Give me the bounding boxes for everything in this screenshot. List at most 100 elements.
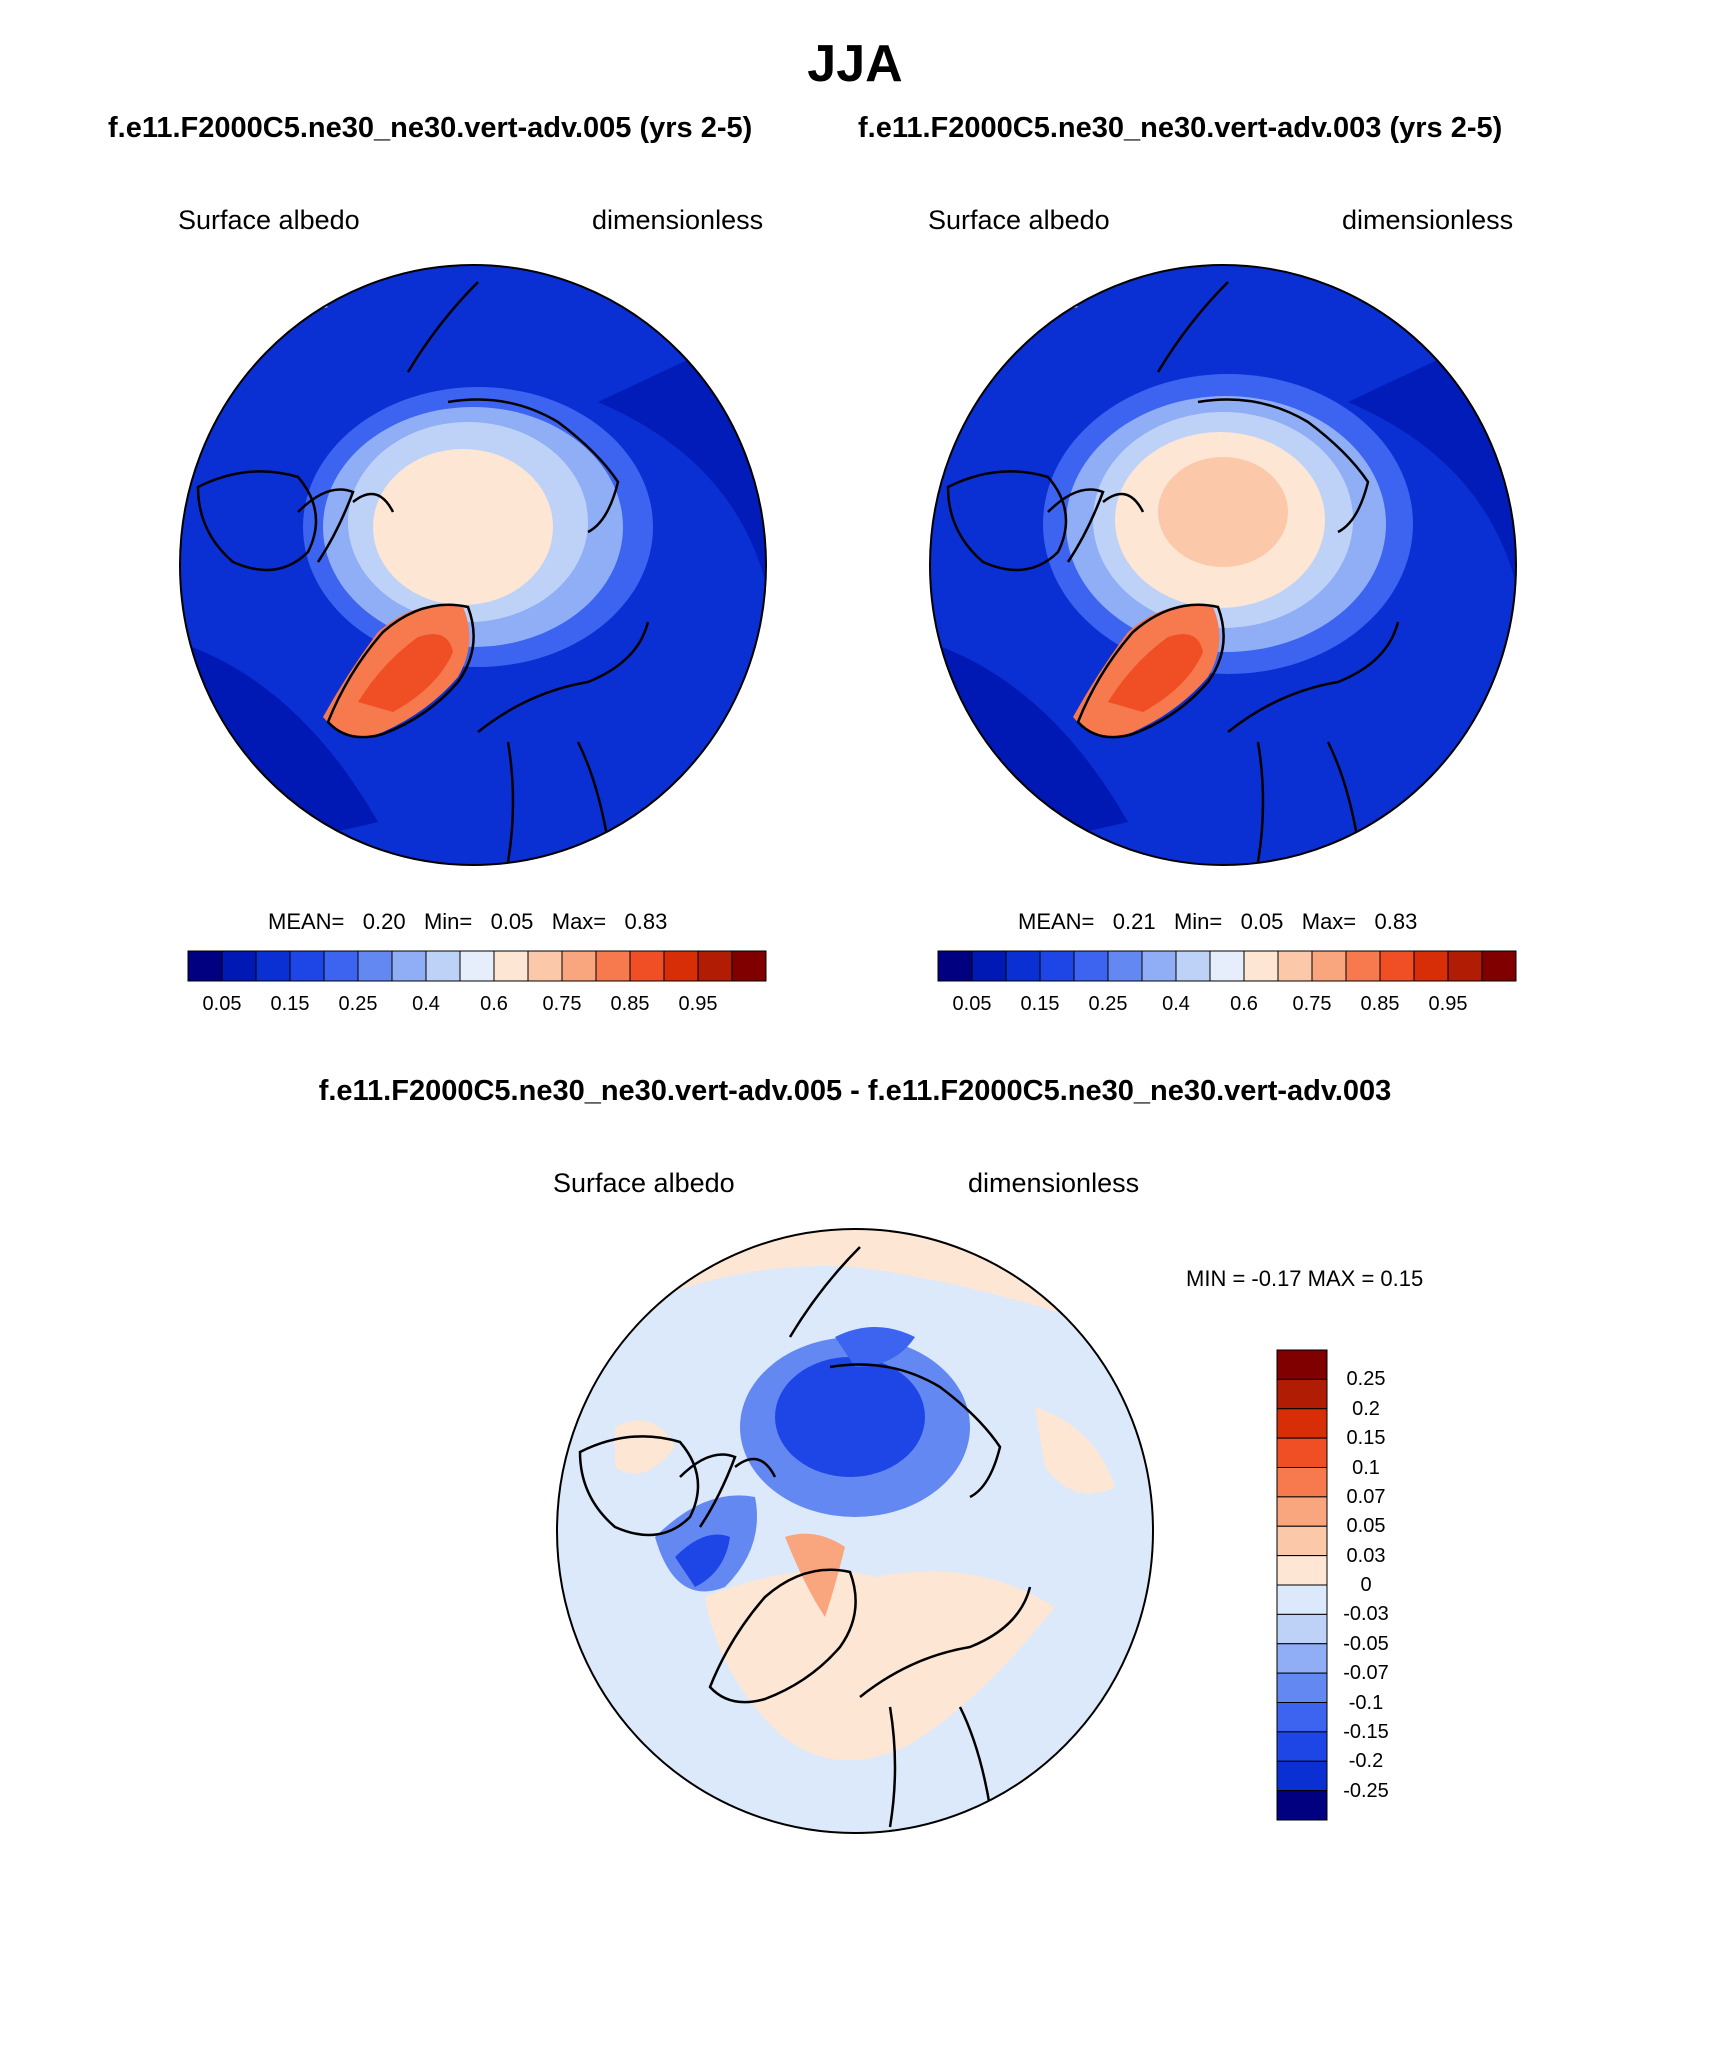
positive-anomaly-strong [785, 1533, 845, 1617]
colorbar-difference-tick-label: -0.07 [1343, 1662, 1389, 1685]
sea-ice-peak [1158, 457, 1288, 567]
coastline [708, 1568, 857, 1704]
positive-anomaly [1035, 1407, 1115, 1494]
colorbar-difference-tick-label: 0.2 [1352, 1397, 1380, 1420]
colorbar-difference-ticks: 0.25 0.2 0.15 0.1 0.07 0.05 0.03 0 -0.03 -0.05 -0.… [1336, 1349, 1416, 1821]
colorbar-difference-swatch [1276, 1349, 1328, 1380]
colorbar-difference-tick-label: -0.15 [1343, 1720, 1389, 1743]
colorbar-case-005-swatch [663, 950, 699, 982]
colorbar-difference-tick-label: -0.1 [1348, 1691, 1384, 1714]
polar-map-case-003 [929, 264, 1517, 866]
colorbar-case-005-swatch [425, 950, 461, 982]
panel2-variable-label: Surface albedo [928, 205, 1110, 235]
colorbar-case-005-swatch [357, 950, 393, 982]
colorbar-case-003-swatch [1209, 950, 1245, 982]
colorbar-case-005-ticks: 0.05 0.15 0.25 0.4 0.6 0.75 0.85 0.95 [187, 993, 767, 1019]
colorbar-difference-swatch [1276, 1702, 1328, 1733]
max-label: Max= [1301, 909, 1357, 934]
min-value: 0.05 [490, 909, 534, 934]
colorbar-difference-tick-label: 0.05 [1346, 1515, 1386, 1538]
colorbar-case-003-swatch [1379, 950, 1415, 982]
colorbar-case-005-tick-label: 0.15 [270, 993, 310, 1015]
colorbar-case-005-swatch [561, 950, 597, 982]
colorbar-case-003 [937, 950, 1517, 982]
colorbar-case-003-swatch [1345, 950, 1381, 982]
colorbar-difference-swatch [1276, 1643, 1328, 1674]
colorbar-difference-swatch [1276, 1760, 1328, 1792]
colorbar-difference-swatch [1276, 1672, 1328, 1703]
polar-map-difference [556, 1228, 1154, 1834]
coastline [1227, 621, 1400, 863]
colorbar-case-005-tick-label: 0.6 [480, 993, 508, 1015]
min-label: Min= [1173, 909, 1223, 934]
coastline [578, 1435, 700, 1537]
colorbar-case-003-tick-label: 0.6 [1230, 993, 1258, 1015]
panel3-variable-label: Surface albedo [553, 1168, 735, 1198]
colorbar-difference-tick-label: -0.03 [1343, 1603, 1389, 1626]
colorbar-difference-tick-label: 0.25 [1346, 1368, 1386, 1391]
colorbar-case-005-swatch [187, 950, 223, 982]
colorbar-case-005-swatch [731, 950, 767, 982]
colorbar-case-005-swatch [323, 950, 359, 982]
colorbar-case-005-tick-label: 0.05 [202, 993, 242, 1015]
colorbar-difference-swatch [1276, 1790, 1328, 1821]
map-boundary [929, 264, 1517, 866]
coastline [297, 488, 395, 563]
colorbar-case-003-swatch [1141, 950, 1177, 982]
panel3-min-max: MIN = -0.17 MAX = 0.15 [1186, 1266, 1424, 1291]
colorbar-case-003-tick-label: 0.95 [1428, 993, 1468, 1015]
negative-anomaly-strong [775, 1357, 925, 1477]
colorbar-case-005-tick-label: 0.25 [338, 993, 378, 1015]
colorbar-difference-tick-label: -0.2 [1348, 1750, 1384, 1773]
coastline [196, 470, 318, 572]
colorbar-difference-tick-label: 0.15 [1346, 1427, 1386, 1450]
colorbar-case-005-swatch [255, 950, 291, 982]
polar-map-case-005 [179, 264, 767, 866]
colorbar-case-003-tick-label: 0.15 [1020, 993, 1060, 1015]
colorbar-case-003-tick-label: 0.4 [1162, 993, 1190, 1015]
colorbar-difference-swatch [1276, 1437, 1328, 1468]
colorbar-case-005-tick-label: 0.85 [610, 993, 650, 1015]
panel1-variable-label: Surface albedo [178, 205, 360, 235]
colorbar-case-003-swatch [1107, 950, 1143, 982]
colorbar-case-003-swatch [1481, 950, 1517, 982]
colorbar-case-005-swatch [459, 950, 495, 982]
mean-value: 0.21 [1112, 909, 1156, 934]
min-label: Min= [423, 909, 473, 934]
negative-anomaly [835, 1327, 915, 1367]
subtitle-case-005: f.e11.F2000C5.ne30_ne30.vert-adv.005 (yr… [108, 112, 753, 144]
coastline [946, 470, 1068, 572]
coastline [1076, 603, 1225, 739]
panel1-stats: MEAN= 0.20 Min= 0.05 Max= 0.83 [268, 909, 667, 935]
colorbar-case-005-swatch [493, 950, 529, 982]
coastline [326, 603, 475, 739]
coastline [406, 281, 620, 534]
map-boundary [556, 1228, 1154, 1834]
colorbar-case-003-swatch [1005, 950, 1041, 982]
coastline [477, 621, 650, 863]
panel1-units-label: dimensionless [592, 205, 764, 235]
colorbar-difference-swatch [1276, 1378, 1328, 1410]
colorbar-case-005-swatch [527, 950, 563, 982]
colorbar-case-003-swatch [1277, 950, 1313, 982]
subtitle-case-003: f.e11.F2000C5.ne30_ne30.vert-adv.003 (yr… [858, 112, 1503, 144]
panel2-stats: MEAN= 0.21 Min= 0.05 Max= 0.83 [1018, 909, 1417, 935]
colorbar-difference [1276, 1349, 1328, 1821]
colorbar-case-003-swatch [1039, 950, 1075, 982]
max-value: 0.83 [624, 909, 668, 934]
colorbar-difference-swatch [1276, 1555, 1328, 1586]
min-value: 0.05 [1240, 909, 1284, 934]
colorbar-case-003-swatch [1175, 950, 1211, 982]
max-label: Max= [551, 909, 607, 934]
colorbar-difference-swatch [1276, 1525, 1328, 1557]
colorbar-case-003-swatch [1447, 950, 1483, 982]
colorbar-case-005-swatch [629, 950, 665, 982]
colorbar-difference-swatch [1276, 1496, 1328, 1527]
colorbar-case-005-tick-label: 0.4 [412, 993, 440, 1015]
colorbar-case-005-tick-label: 0.95 [678, 993, 718, 1015]
coastline [1156, 281, 1370, 534]
colorbar-case-003-ticks: 0.05 0.15 0.25 0.4 0.6 0.75 0.85 0.95 [937, 993, 1517, 1019]
colorbar-case-003-swatch [1413, 950, 1449, 982]
colorbar-case-003-tick-label: 0.85 [1360, 993, 1400, 1015]
coastline [679, 1453, 777, 1528]
